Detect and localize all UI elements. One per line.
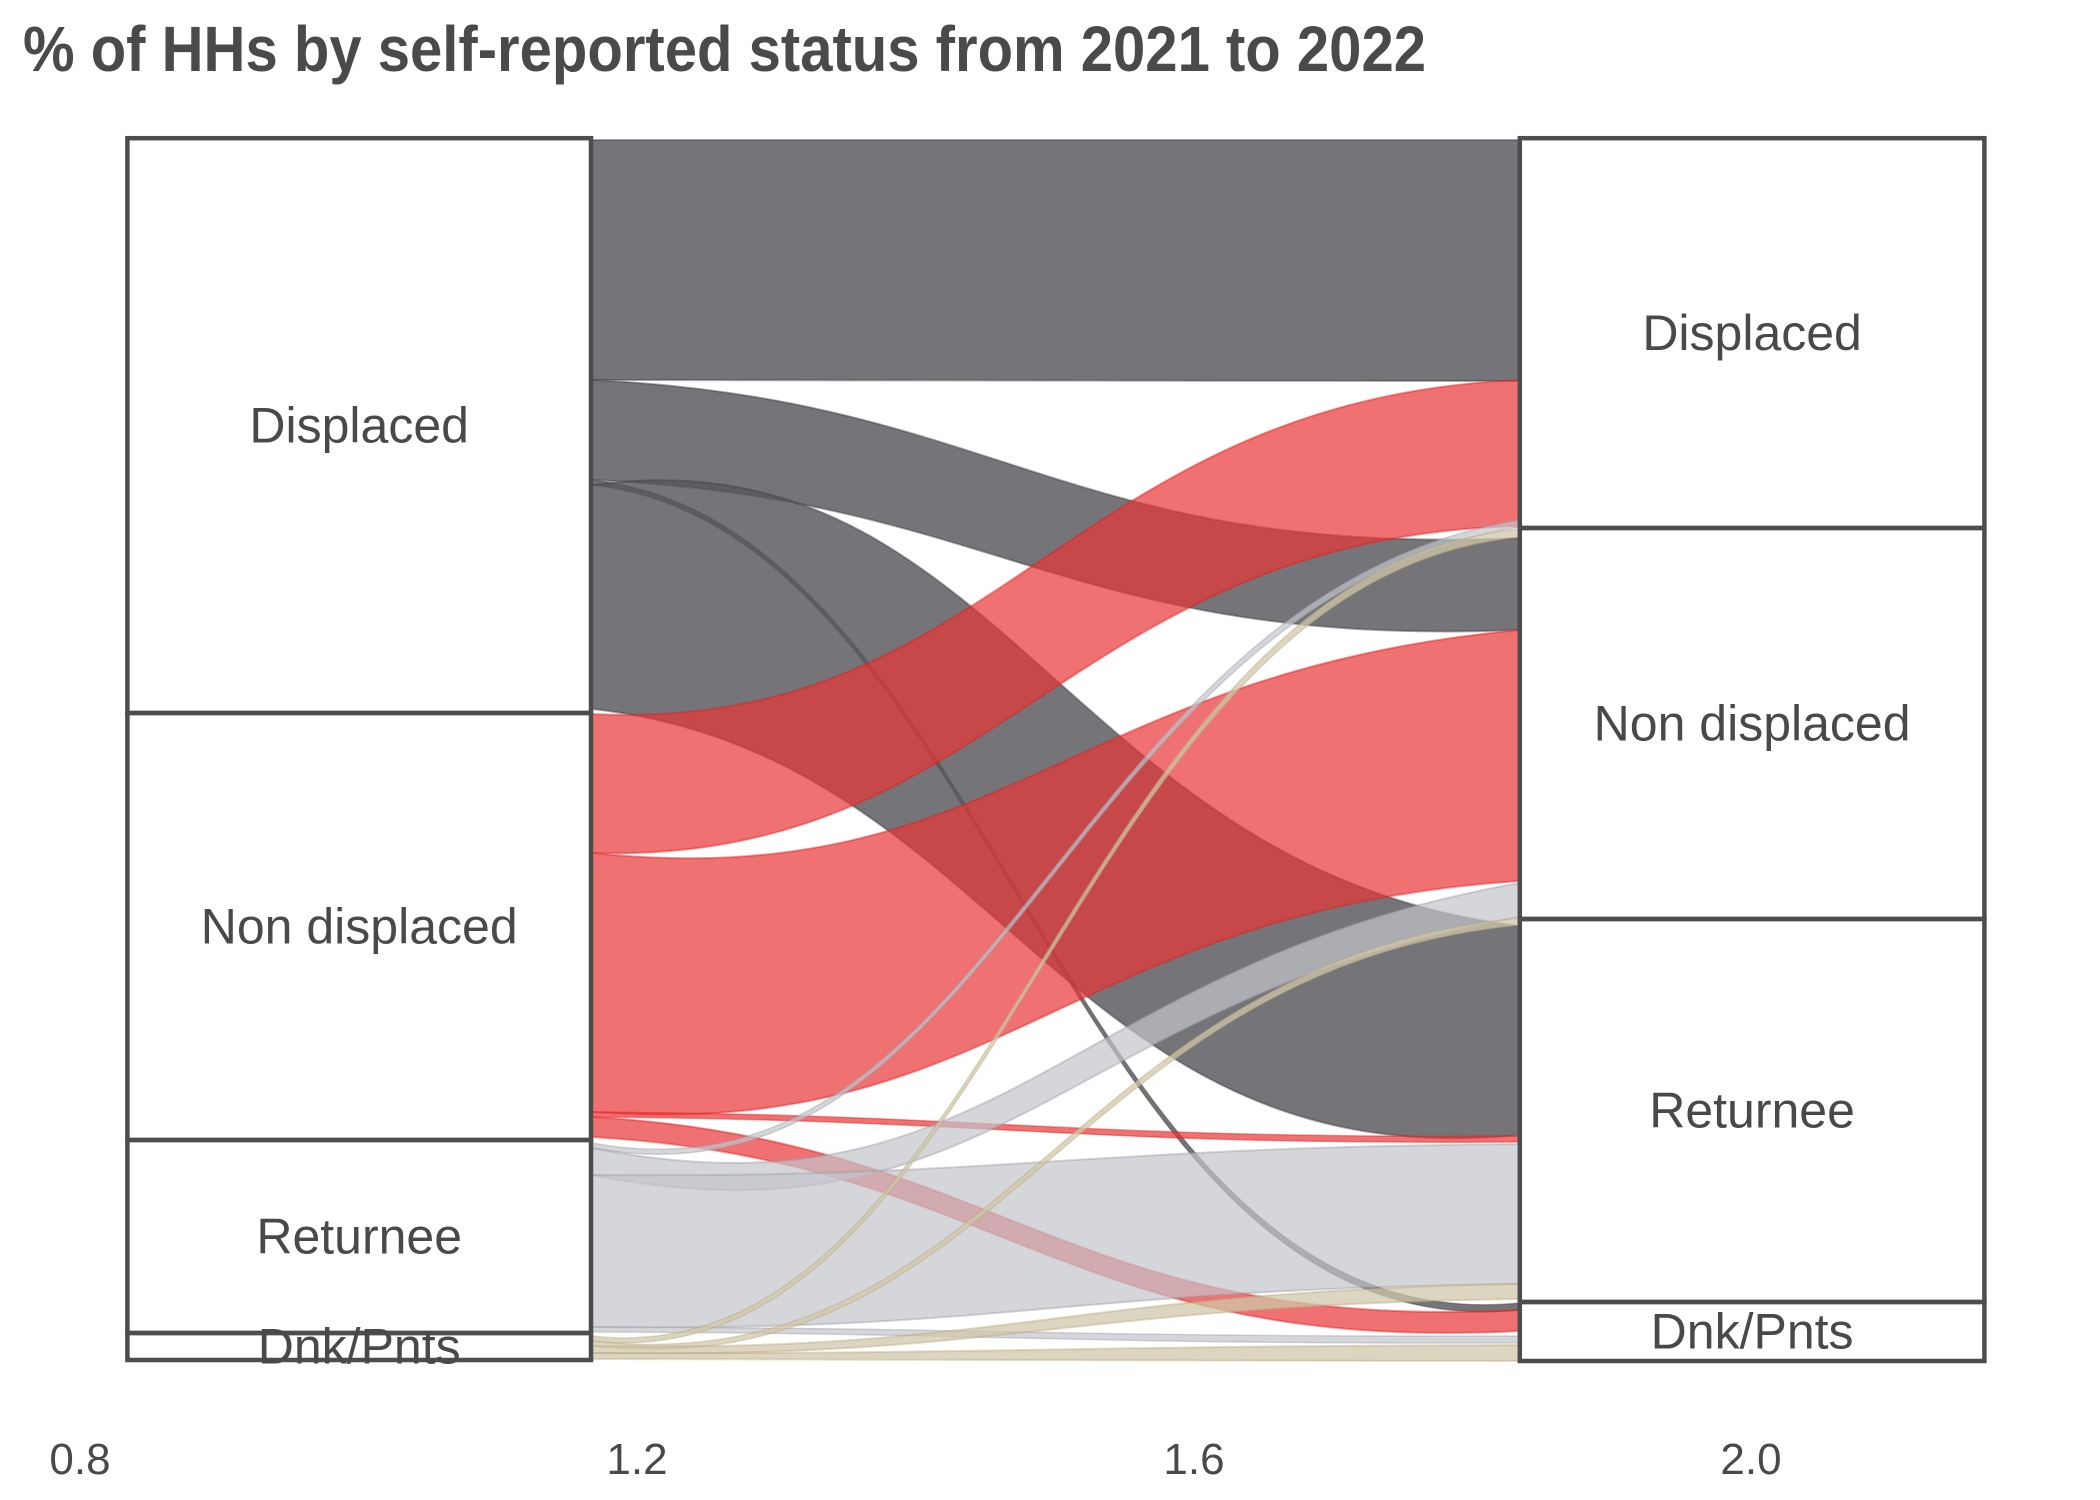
svg-text:1.6: 1.6 — [1163, 1435, 1224, 1484]
svg-text:Returnee: Returnee — [256, 1209, 462, 1265]
svg-text:0.8: 0.8 — [49, 1435, 110, 1484]
svg-text:Non displaced: Non displaced — [201, 899, 518, 955]
svg-text:% of HHs by self-reported stat: % of HHs by self-reported status from 20… — [23, 13, 1426, 85]
svg-text:Dnk/Pnts: Dnk/Pnts — [1651, 1304, 1854, 1360]
svg-text:1.2: 1.2 — [606, 1435, 667, 1484]
svg-text:Displaced: Displaced — [249, 398, 469, 454]
svg-text:Non displaced: Non displaced — [1594, 696, 1911, 752]
svg-text:Returnee: Returnee — [1649, 1083, 1855, 1139]
svg-text:2.0: 2.0 — [1720, 1435, 1781, 1484]
svg-text:Dnk/Pnts: Dnk/Pnts — [258, 1319, 461, 1375]
svg-text:Displaced: Displaced — [1642, 305, 1862, 361]
